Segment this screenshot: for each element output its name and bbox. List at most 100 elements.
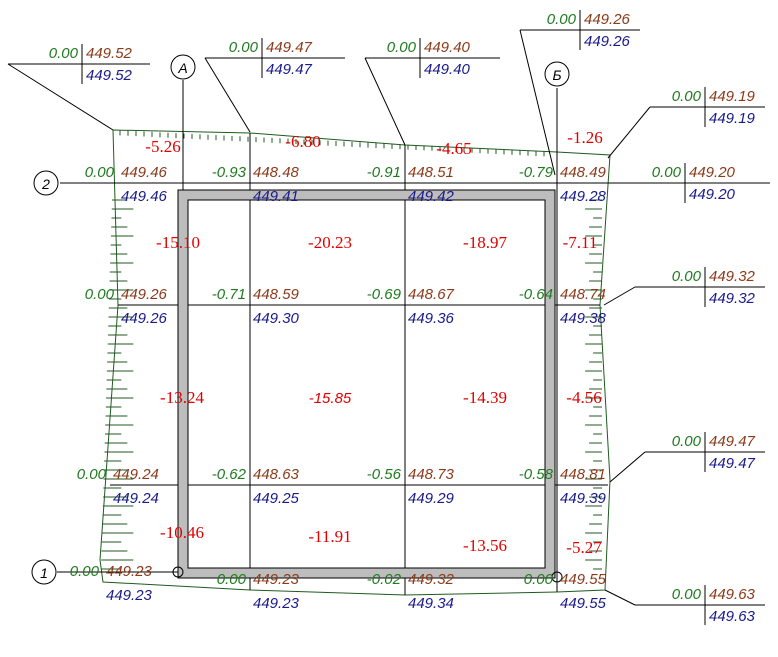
volume: -18.97 <box>463 233 507 252</box>
work-mark: -0.64 <box>519 286 553 303</box>
existing-mark: 449.39 <box>560 490 607 507</box>
work-mark: -0.79 <box>519 164 554 181</box>
existing-mark: 449.19 <box>709 110 756 127</box>
volume: -1.26 <box>567 128 602 147</box>
design-mark: 449.63 <box>709 586 756 603</box>
work-mark: 0.00 <box>77 466 107 483</box>
axis-label: 1 <box>40 565 48 581</box>
work-mark: 0.00 <box>229 39 259 56</box>
work-mark: 0.00 <box>672 88 702 105</box>
existing-mark: 449.55 <box>560 595 607 612</box>
existing-mark: 449.63 <box>709 608 756 625</box>
work-mark: -0.58 <box>519 466 554 483</box>
leader <box>610 452 645 482</box>
existing-mark: 449.38 <box>560 310 607 327</box>
design-mark: 449.55 <box>560 571 607 588</box>
cartogram: А Б 2 1 0.00 449.52 449.52 0.00 449.47 449.47 0.00… <box>0 0 778 657</box>
design-mark: 449.23 <box>253 571 300 588</box>
existing-mark: 449.52 <box>86 67 133 84</box>
work-mark: -0.69 <box>367 286 402 303</box>
work-mark: 0.00 <box>672 586 702 603</box>
volume: -15.85 <box>309 390 352 407</box>
work-mark: -0.71 <box>212 286 246 303</box>
design-mark: 448.74 <box>560 286 606 303</box>
existing-mark: 449.23 <box>106 587 153 604</box>
existing-mark: 449.26 <box>584 33 631 50</box>
design-mark: 449.26 <box>584 11 631 28</box>
work-mark: -0.93 <box>212 164 247 181</box>
design-mark: 449.32 <box>408 571 455 588</box>
design-mark: 449.23 <box>106 563 153 580</box>
existing-mark: 449.41 <box>253 188 299 205</box>
work-mark: 0.00 <box>387 39 417 56</box>
design-mark: 449.20 <box>689 164 736 181</box>
volume: -13.24 <box>160 388 204 407</box>
existing-mark: 449.42 <box>408 188 455 205</box>
volume: -20.23 <box>308 233 352 252</box>
work-mark: 0.00 <box>652 164 682 181</box>
design-mark: 448.73 <box>408 466 455 483</box>
design-mark: 448.51 <box>408 164 454 181</box>
existing-mark: 449.26 <box>121 310 168 327</box>
design-mark: 448.67 <box>408 286 455 303</box>
work-mark: 0.00 <box>217 571 247 588</box>
existing-mark: 449.46 <box>121 188 168 205</box>
design-mark: 448.49 <box>560 164 607 181</box>
existing-mark: 449.32 <box>709 290 756 307</box>
volume: -4.56 <box>566 388 601 407</box>
work-mark: 0.00 <box>524 571 554 588</box>
labels: А Б 2 1 0.00 449.52 449.52 0.00 449.47 449.47 0.00… <box>8 10 770 625</box>
axis-label: 2 <box>41 176 50 192</box>
volume: -14.39 <box>463 388 507 407</box>
leader <box>604 287 635 305</box>
existing-mark: 449.25 <box>253 490 300 507</box>
work-mark: 0.00 <box>672 433 702 450</box>
design-mark: 448.63 <box>253 466 300 483</box>
axis-label: Б <box>552 67 561 83</box>
leader <box>365 58 405 145</box>
leader <box>608 107 650 158</box>
design-mark: 448.48 <box>253 164 300 181</box>
design-mark: 449.24 <box>113 466 159 483</box>
volume: -10.46 <box>160 523 204 542</box>
design-mark: 448.81 <box>560 466 606 483</box>
work-mark: -0.91 <box>367 164 401 181</box>
existing-mark: 449.23 <box>253 595 300 612</box>
design-mark: 449.47 <box>266 39 313 56</box>
design-mark: 448.59 <box>253 286 300 303</box>
work-mark: 0.00 <box>49 45 79 62</box>
work-mark: 0.00 <box>70 563 100 580</box>
existing-mark: 449.36 <box>408 310 455 327</box>
volume: -11.91 <box>308 527 351 546</box>
design-mark: 449.47 <box>709 433 756 450</box>
existing-mark: 449.47 <box>266 61 313 78</box>
work-mark: -0.56 <box>367 466 402 483</box>
building-outline <box>188 200 545 568</box>
leader <box>205 58 250 132</box>
existing-mark: 449.34 <box>408 595 454 612</box>
axis-label: А <box>177 60 187 76</box>
design-mark: 449.26 <box>121 286 168 303</box>
work-mark: 0.00 <box>672 268 702 285</box>
volume: -13.56 <box>463 536 507 555</box>
existing-mark: 449.28 <box>560 188 607 205</box>
design-mark: 449.19 <box>709 88 756 105</box>
design-mark: 449.46 <box>121 164 168 181</box>
design-mark: 449.40 <box>424 39 471 56</box>
leader <box>520 30 555 175</box>
leader <box>605 590 635 605</box>
volume: -5.26 <box>145 137 180 156</box>
work-mark: 0.00 <box>547 11 577 28</box>
work-mark: -0.62 <box>212 466 247 483</box>
design-mark: 449.32 <box>709 268 756 285</box>
work-mark: 0.00 <box>85 286 115 303</box>
work-mark: 0.00 <box>85 164 115 181</box>
existing-mark: 449.47 <box>709 455 756 472</box>
volume: -15.10 <box>156 233 200 252</box>
existing-mark: 449.40 <box>424 61 471 78</box>
volume: -4.65 <box>436 139 471 158</box>
existing-mark: 449.24 <box>113 490 159 507</box>
existing-mark: 449.30 <box>253 310 300 327</box>
design-mark: 449.52 <box>86 45 133 62</box>
existing-mark: 449.20 <box>689 186 736 203</box>
